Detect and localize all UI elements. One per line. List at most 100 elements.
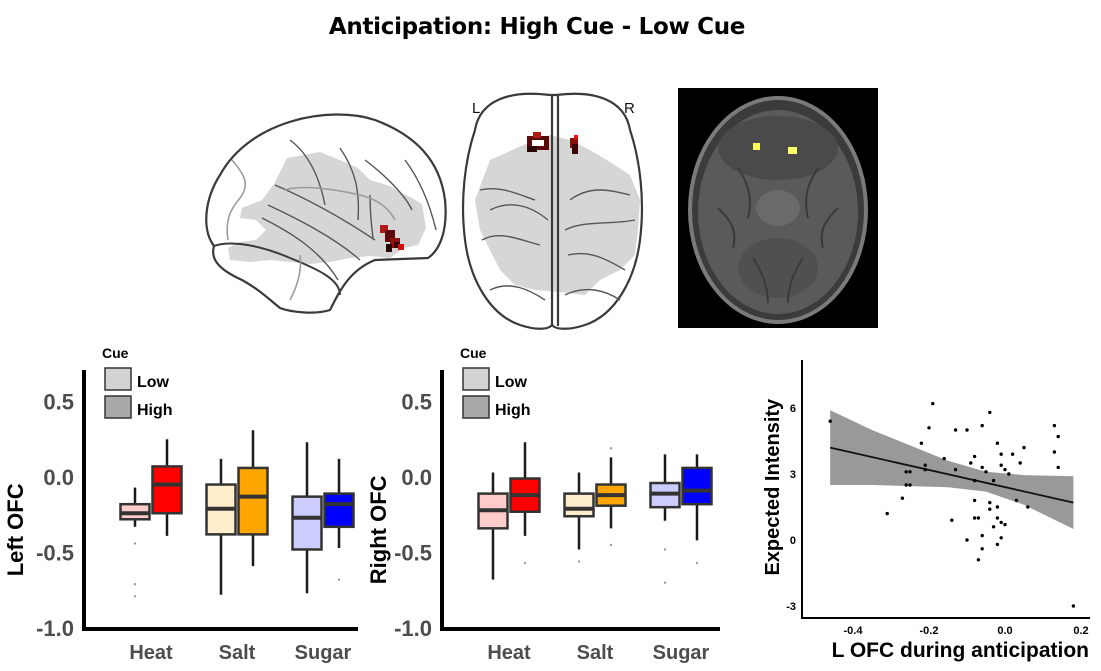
outlier-point xyxy=(133,583,137,586)
data-point xyxy=(999,536,1003,540)
scatter-ofc-intensity: -0.4 -0.2 0.0 0.2 6 3 0 -3 L OFC during anticipa… xyxy=(762,360,1090,662)
data-point xyxy=(1003,467,1007,472)
data-point xyxy=(1056,465,1060,470)
box-salt-low xyxy=(205,458,237,595)
legend-swatch-low xyxy=(104,367,132,391)
y-tick-label: -1.0 xyxy=(36,616,74,641)
data-point xyxy=(1014,498,1019,503)
box-iqr xyxy=(291,495,323,551)
legend-label-high: High xyxy=(137,402,173,419)
data-point xyxy=(908,470,912,474)
figure-title: Anticipation: High Cue - Low Cue xyxy=(328,14,746,40)
data-point xyxy=(953,467,958,472)
axial-brain-view: L R xyxy=(461,92,644,330)
legend-title: Cue xyxy=(460,345,487,361)
data-point xyxy=(923,463,927,467)
box-iqr xyxy=(237,466,269,536)
y-tick-label: 0 xyxy=(790,535,796,547)
x-tick-label: 0.0 xyxy=(997,625,1012,637)
data-point xyxy=(1010,452,1015,456)
data-point xyxy=(1052,423,1057,428)
y-tick-label: 3 xyxy=(790,469,796,481)
box-heat-high xyxy=(509,442,541,565)
glass-brain-panel: L R xyxy=(205,92,644,330)
activation-cluster-axial-left xyxy=(527,132,549,152)
x-tick-label: Sugar xyxy=(295,642,352,664)
sagittal-brain-view xyxy=(205,113,447,314)
legend-swatch-high xyxy=(104,395,132,419)
data-point xyxy=(904,483,908,487)
data-point xyxy=(995,516,1000,520)
y-tick-label: -0.5 xyxy=(36,541,74,566)
data-point xyxy=(995,505,1000,509)
data-point xyxy=(972,498,977,503)
data-point xyxy=(942,456,946,461)
data-point xyxy=(980,465,984,470)
data-point xyxy=(988,507,992,511)
y-tick-label: -3 xyxy=(786,601,796,613)
data-point xyxy=(972,454,977,459)
data-point xyxy=(991,525,996,529)
activation-cluster-axial-right xyxy=(570,135,578,154)
confidence-band xyxy=(830,410,1074,529)
data-point xyxy=(1052,450,1057,454)
x-tick-label: Salt xyxy=(219,642,256,664)
legend-label-high: High xyxy=(495,402,531,419)
outlier-point xyxy=(523,561,527,565)
data-point xyxy=(828,419,832,423)
data-point xyxy=(980,423,984,428)
data-point xyxy=(976,558,981,562)
x-tick-label: Heat xyxy=(129,642,173,664)
box-heat-low xyxy=(477,472,509,580)
legend-label-low: Low xyxy=(495,374,528,391)
data-point xyxy=(1018,461,1022,465)
box-iqr xyxy=(681,466,713,506)
outlier-point xyxy=(133,595,137,598)
data-point xyxy=(976,516,981,520)
data-point xyxy=(1022,445,1026,450)
x-tick-label: -0.4 xyxy=(844,625,864,637)
data-point xyxy=(980,547,984,551)
data-point xyxy=(972,478,977,483)
legend-title: Cue xyxy=(102,345,129,361)
mri-axial-slice xyxy=(678,88,878,328)
data-point xyxy=(972,516,977,520)
x-tick-label: Salt xyxy=(577,642,614,664)
y-axis-label: Left OFC xyxy=(3,483,28,576)
data-point xyxy=(995,441,1000,445)
outlier-point xyxy=(609,447,613,450)
y-tick-label: 6 xyxy=(790,403,796,415)
y-axis-label: Expected Intensity xyxy=(762,398,784,576)
box-sugar-high xyxy=(323,458,355,581)
x-tick-label: -0.2 xyxy=(920,625,939,637)
x-tick-label: Heat xyxy=(487,642,531,664)
x-axis-label: L OFC during anticipation xyxy=(832,639,1089,662)
outlier-point xyxy=(337,578,341,581)
y-tick-label: 0.0 xyxy=(401,465,432,490)
box-heat-high xyxy=(151,439,183,536)
box-iqr xyxy=(563,492,595,518)
y-axis-label: Right OFC xyxy=(370,475,391,584)
data-point xyxy=(984,470,988,474)
y-tick-label: -1.0 xyxy=(394,616,432,641)
legend-label-low: Low xyxy=(137,374,170,391)
data-point xyxy=(1026,505,1030,509)
data-point xyxy=(999,463,1003,467)
outlier-point xyxy=(695,561,699,565)
boxplot-left-ofc: 0.5 0.0 -0.5 -1.0 Left OFC Cue Low High Heat Salt… xyxy=(3,345,358,664)
data-point xyxy=(1003,522,1007,527)
data-point xyxy=(988,410,992,415)
data-point xyxy=(900,496,905,500)
activation-cluster-mri-left xyxy=(753,143,760,150)
boxplot-right-ofc: 0.5 0.0 -0.5 -1.0 Right OFC Cue Low High Heat Sal… xyxy=(370,345,720,664)
data-point xyxy=(923,467,927,472)
data-point xyxy=(919,441,924,445)
box-salt-high xyxy=(237,430,269,567)
box-sugar-low xyxy=(291,442,323,594)
hemisphere-label-right: R xyxy=(624,100,635,117)
data-point xyxy=(965,538,969,542)
activation-cluster-mri-right xyxy=(788,147,797,154)
data-point xyxy=(950,518,954,522)
data-point xyxy=(995,542,1000,547)
data-point xyxy=(1007,472,1011,476)
